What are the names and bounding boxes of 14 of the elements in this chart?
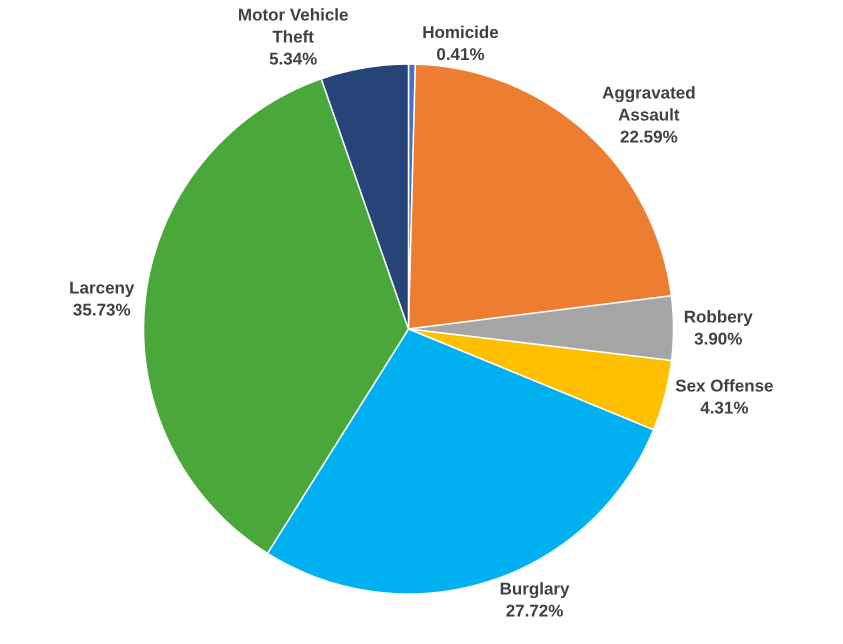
data-label: 0.41% — [436, 45, 485, 64]
slice-label: Homicide — [422, 22, 499, 42]
slice-label: Burglary — [500, 579, 570, 598]
data-label: 5.34% — [269, 50, 318, 69]
slice-label: Motor Vehicle Theft — [238, 5, 348, 46]
data-label: 3.90% — [694, 330, 742, 349]
data-label: 22.59% — [620, 128, 678, 147]
data-label: 35.73% — [72, 300, 131, 320]
slice-label: Larceny — [69, 278, 135, 298]
slice-label: Aggravated Assault — [602, 84, 696, 125]
data-label: 27.72% — [506, 602, 564, 621]
data-label: 4.31% — [700, 398, 748, 418]
slice-label: Sex Offense — [675, 376, 774, 396]
slice-label: Robbery — [684, 308, 754, 327]
